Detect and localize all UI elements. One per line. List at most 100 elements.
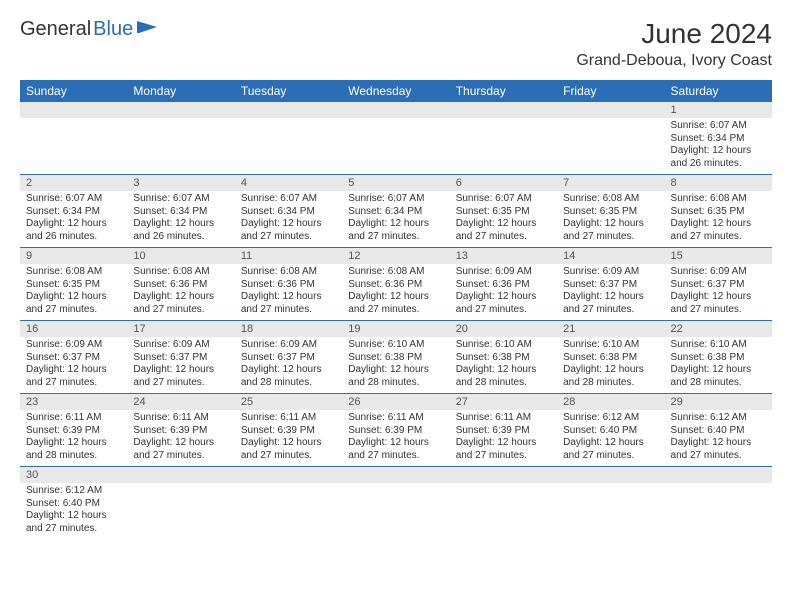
weekday-header: Friday <box>557 80 664 102</box>
weekday-header: Wednesday <box>342 80 449 102</box>
calendar-cell: 29Sunrise: 6:12 AMSunset: 6:40 PMDayligh… <box>665 394 772 467</box>
calendar-cell: 14Sunrise: 6:09 AMSunset: 6:37 PMDayligh… <box>557 248 664 321</box>
day-number: 25 <box>235 394 342 410</box>
day-number: 18 <box>235 321 342 337</box>
day-details: Sunrise: 6:12 AMSunset: 6:40 PMDaylight:… <box>20 483 127 539</box>
location: Grand-Deboua, Ivory Coast <box>576 52 772 70</box>
day-details: Sunrise: 6:10 AMSunset: 6:38 PMDaylight:… <box>665 337 772 393</box>
day-number: 8 <box>665 175 772 191</box>
day-number <box>20 102 127 118</box>
day-details: Sunrise: 6:09 AMSunset: 6:37 PMDaylight:… <box>665 264 772 320</box>
calendar-cell: 27Sunrise: 6:11 AMSunset: 6:39 PMDayligh… <box>450 394 557 467</box>
day-number: 27 <box>450 394 557 410</box>
day-details: Sunrise: 6:09 AMSunset: 6:36 PMDaylight:… <box>450 264 557 320</box>
day-details: Sunrise: 6:12 AMSunset: 6:40 PMDaylight:… <box>557 410 664 466</box>
day-details: Sunrise: 6:11 AMSunset: 6:39 PMDaylight:… <box>450 410 557 466</box>
day-details: Sunrise: 6:09 AMSunset: 6:37 PMDaylight:… <box>557 264 664 320</box>
day-details: Sunrise: 6:07 AMSunset: 6:34 PMDaylight:… <box>342 191 449 247</box>
day-number: 24 <box>127 394 234 410</box>
calendar-cell: 16Sunrise: 6:09 AMSunset: 6:37 PMDayligh… <box>20 321 127 394</box>
calendar-cell: 7Sunrise: 6:08 AMSunset: 6:35 PMDaylight… <box>557 175 664 248</box>
calendar-cell <box>235 467 342 540</box>
day-number <box>127 102 234 118</box>
day-details: Sunrise: 6:08 AMSunset: 6:36 PMDaylight:… <box>127 264 234 320</box>
day-details: Sunrise: 6:11 AMSunset: 6:39 PMDaylight:… <box>235 410 342 466</box>
calendar-week: 2Sunrise: 6:07 AMSunset: 6:34 PMDaylight… <box>20 175 772 248</box>
calendar-cell: 20Sunrise: 6:10 AMSunset: 6:38 PMDayligh… <box>450 321 557 394</box>
day-details: Sunrise: 6:11 AMSunset: 6:39 PMDaylight:… <box>127 410 234 466</box>
day-number <box>235 467 342 483</box>
day-details: Sunrise: 6:07 AMSunset: 6:34 PMDaylight:… <box>665 118 772 174</box>
day-number: 20 <box>450 321 557 337</box>
calendar-cell: 24Sunrise: 6:11 AMSunset: 6:39 PMDayligh… <box>127 394 234 467</box>
day-details: Sunrise: 6:09 AMSunset: 6:37 PMDaylight:… <box>20 337 127 393</box>
day-details: Sunrise: 6:10 AMSunset: 6:38 PMDaylight:… <box>557 337 664 393</box>
day-number: 5 <box>342 175 449 191</box>
calendar-week: 16Sunrise: 6:09 AMSunset: 6:37 PMDayligh… <box>20 321 772 394</box>
day-details: Sunrise: 6:11 AMSunset: 6:39 PMDaylight:… <box>20 410 127 466</box>
calendar-cell: 21Sunrise: 6:10 AMSunset: 6:38 PMDayligh… <box>557 321 664 394</box>
calendar-cell <box>342 467 449 540</box>
day-number <box>665 467 772 483</box>
day-number: 12 <box>342 248 449 264</box>
calendar-cell: 9Sunrise: 6:08 AMSunset: 6:35 PMDaylight… <box>20 248 127 321</box>
day-number <box>342 467 449 483</box>
logo-text-1: General <box>20 18 91 41</box>
day-number: 28 <box>557 394 664 410</box>
day-number: 1 <box>665 102 772 118</box>
calendar-cell <box>450 467 557 540</box>
day-details: Sunrise: 6:08 AMSunset: 6:35 PMDaylight:… <box>665 191 772 247</box>
calendar-cell <box>127 467 234 540</box>
day-number: 10 <box>127 248 234 264</box>
calendar-cell: 10Sunrise: 6:08 AMSunset: 6:36 PMDayligh… <box>127 248 234 321</box>
calendar-cell <box>557 467 664 540</box>
day-details: Sunrise: 6:08 AMSunset: 6:35 PMDaylight:… <box>557 191 664 247</box>
day-number <box>342 102 449 118</box>
calendar-week: 1Sunrise: 6:07 AMSunset: 6:34 PMDaylight… <box>20 102 772 175</box>
calendar-cell <box>557 102 664 175</box>
calendar-cell: 18Sunrise: 6:09 AMSunset: 6:37 PMDayligh… <box>235 321 342 394</box>
calendar-cell: 15Sunrise: 6:09 AMSunset: 6:37 PMDayligh… <box>665 248 772 321</box>
flag-icon <box>137 18 159 41</box>
calendar-cell: 26Sunrise: 6:11 AMSunset: 6:39 PMDayligh… <box>342 394 449 467</box>
calendar-cell: 11Sunrise: 6:08 AMSunset: 6:36 PMDayligh… <box>235 248 342 321</box>
day-details: Sunrise: 6:09 AMSunset: 6:37 PMDaylight:… <box>127 337 234 393</box>
calendar-cell: 22Sunrise: 6:10 AMSunset: 6:38 PMDayligh… <box>665 321 772 394</box>
day-number: 30 <box>20 467 127 483</box>
day-number: 16 <box>20 321 127 337</box>
calendar-cell <box>342 102 449 175</box>
day-number: 22 <box>665 321 772 337</box>
day-details: Sunrise: 6:12 AMSunset: 6:40 PMDaylight:… <box>665 410 772 466</box>
calendar-week: 23Sunrise: 6:11 AMSunset: 6:39 PMDayligh… <box>20 394 772 467</box>
calendar-cell: 17Sunrise: 6:09 AMSunset: 6:37 PMDayligh… <box>127 321 234 394</box>
day-number: 23 <box>20 394 127 410</box>
calendar-table: SundayMondayTuesdayWednesdayThursdayFrid… <box>20 80 772 539</box>
calendar-cell <box>127 102 234 175</box>
calendar-cell: 1Sunrise: 6:07 AMSunset: 6:34 PMDaylight… <box>665 102 772 175</box>
day-details: Sunrise: 6:08 AMSunset: 6:36 PMDaylight:… <box>342 264 449 320</box>
calendar-cell: 30Sunrise: 6:12 AMSunset: 6:40 PMDayligh… <box>20 467 127 540</box>
day-number <box>450 102 557 118</box>
day-number: 19 <box>342 321 449 337</box>
weekday-header: Tuesday <box>235 80 342 102</box>
day-number: 14 <box>557 248 664 264</box>
day-details: Sunrise: 6:07 AMSunset: 6:34 PMDaylight:… <box>127 191 234 247</box>
title-block: June 2024 Grand-Deboua, Ivory Coast <box>576 18 772 70</box>
day-number: 9 <box>20 248 127 264</box>
calendar-cell <box>665 467 772 540</box>
calendar-cell: 4Sunrise: 6:07 AMSunset: 6:34 PMDaylight… <box>235 175 342 248</box>
weekday-header: Monday <box>127 80 234 102</box>
calendar-cell: 5Sunrise: 6:07 AMSunset: 6:34 PMDaylight… <box>342 175 449 248</box>
day-number: 15 <box>665 248 772 264</box>
day-details: Sunrise: 6:09 AMSunset: 6:37 PMDaylight:… <box>235 337 342 393</box>
logo-text-2: Blue <box>93 18 133 41</box>
calendar-cell: 12Sunrise: 6:08 AMSunset: 6:36 PMDayligh… <box>342 248 449 321</box>
calendar-cell: 19Sunrise: 6:10 AMSunset: 6:38 PMDayligh… <box>342 321 449 394</box>
day-details: Sunrise: 6:07 AMSunset: 6:35 PMDaylight:… <box>450 191 557 247</box>
day-number <box>557 467 664 483</box>
day-number: 3 <box>127 175 234 191</box>
day-number: 21 <box>557 321 664 337</box>
day-number: 17 <box>127 321 234 337</box>
day-number: 29 <box>665 394 772 410</box>
calendar-cell <box>235 102 342 175</box>
